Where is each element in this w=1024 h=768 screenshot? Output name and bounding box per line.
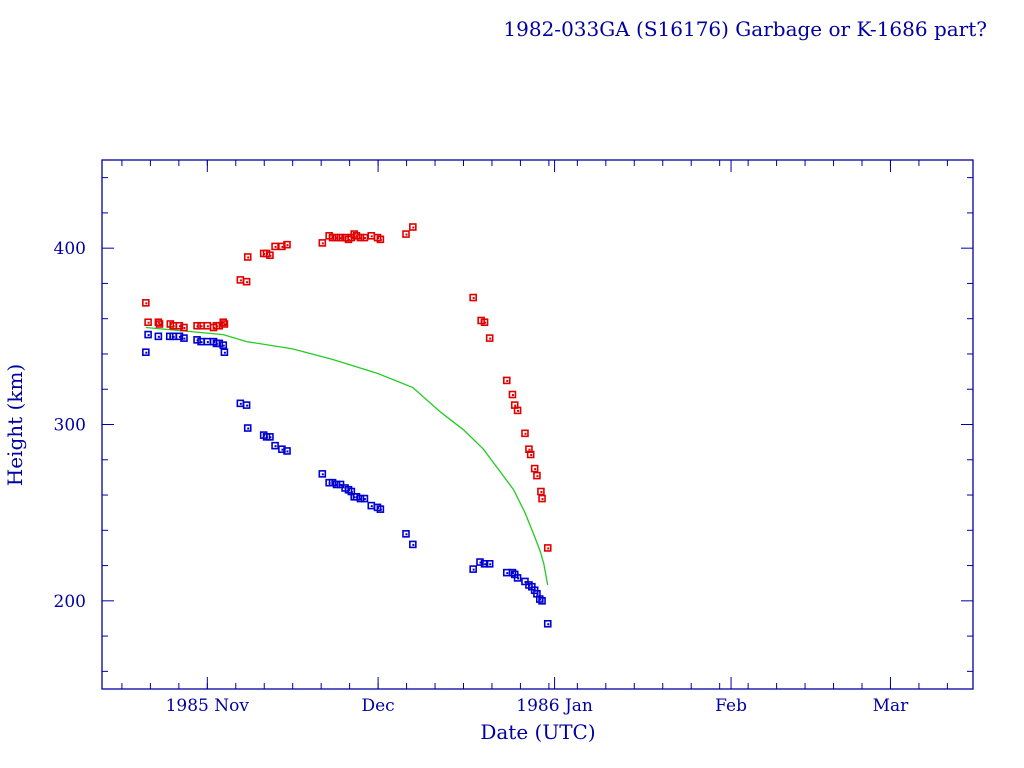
apogee-point xyxy=(402,230,410,238)
perigee-point xyxy=(154,332,163,341)
perigee-point xyxy=(197,337,205,346)
apogee-point xyxy=(513,406,522,415)
apogee-point xyxy=(236,276,245,284)
apogee-point xyxy=(243,253,252,261)
y-tick-label: 200 xyxy=(54,592,86,612)
perigee-point xyxy=(376,505,385,513)
apogee-point xyxy=(502,376,511,385)
y-axis-label: Height (km) xyxy=(3,364,27,486)
apogee-point xyxy=(533,471,541,480)
apogee-point xyxy=(242,277,251,286)
perigee-point xyxy=(220,348,229,357)
apogee-point xyxy=(283,240,291,249)
perigee-point xyxy=(476,558,484,566)
perigee-point xyxy=(367,501,376,510)
x-tick-label: Dec xyxy=(361,696,394,716)
apogee-points xyxy=(142,223,552,552)
y-tick-label: 400 xyxy=(54,239,86,259)
chart-title: 1982-033GA (S16176) Garbage or K-1686 pa… xyxy=(503,17,987,41)
apogee-point xyxy=(356,233,365,242)
apogee-point xyxy=(203,321,212,330)
perigee-point xyxy=(332,480,341,489)
perigee-point xyxy=(278,445,286,453)
apogee-point xyxy=(193,321,201,330)
perigee-point xyxy=(142,348,150,357)
apogee-point xyxy=(154,318,163,327)
perigee-point xyxy=(283,447,291,455)
perigee-point xyxy=(266,433,274,441)
perigee-point xyxy=(513,574,522,582)
apogee-point xyxy=(220,320,229,328)
perigee-point xyxy=(219,341,228,349)
apogee-point xyxy=(521,429,529,438)
apogee-point xyxy=(360,233,369,242)
apogee-point xyxy=(266,251,274,260)
perigee-point xyxy=(236,399,245,408)
x-tick-label: 1985 Nov xyxy=(166,696,250,716)
perigee-point xyxy=(480,560,489,568)
perigee-point xyxy=(242,401,251,409)
perigee-point xyxy=(409,540,417,549)
plot-frame xyxy=(101,159,974,690)
apogee-point xyxy=(175,321,184,330)
apogee-point xyxy=(367,232,376,240)
axis-ticks xyxy=(102,160,973,689)
apogee-point xyxy=(526,450,535,459)
x-tick-labels: 1985 Nov Dec 1986 Jan Feb Mar xyxy=(166,696,910,716)
perigee-point xyxy=(175,332,184,341)
apogee-point xyxy=(271,242,279,251)
perigee-point xyxy=(144,330,152,339)
perigee-point xyxy=(318,470,327,478)
perigee-point xyxy=(271,441,279,450)
x-tick-label: Feb xyxy=(715,696,747,716)
apogee-point xyxy=(543,544,552,552)
apogee-point xyxy=(219,318,228,327)
x-axis-label: Date (UTC) xyxy=(480,720,595,744)
perigee-point xyxy=(469,565,477,573)
apogee-point xyxy=(180,323,188,332)
apogee-point xyxy=(508,390,517,399)
perigee-point xyxy=(193,336,201,344)
x-tick-label: 1986 Jan xyxy=(516,696,593,716)
apogee-point xyxy=(144,318,152,327)
apogee-point xyxy=(480,318,489,327)
apogee-point xyxy=(485,334,494,342)
apogee-point xyxy=(197,321,205,330)
apogee-point xyxy=(469,293,477,302)
apogee-point xyxy=(332,233,341,242)
perigee-point xyxy=(538,597,546,605)
apogee-point xyxy=(376,235,385,244)
perigee-point xyxy=(203,337,212,346)
apogee-point xyxy=(538,494,546,503)
perigee-point xyxy=(243,424,252,432)
perigee-points xyxy=(142,330,552,628)
mean-height-line xyxy=(145,326,549,586)
perigee-point xyxy=(360,494,369,503)
apogee-point xyxy=(537,487,545,496)
perigee-point xyxy=(180,334,188,342)
mean-height-line-path xyxy=(145,326,549,586)
apogee-point xyxy=(318,239,327,247)
y-tick-label: 300 xyxy=(54,416,86,436)
apogee-point xyxy=(336,233,345,242)
perigee-point xyxy=(543,619,552,628)
apogee-point xyxy=(278,242,286,251)
perigee-point xyxy=(356,494,365,503)
apogee-point xyxy=(409,223,417,231)
perigee-point xyxy=(402,530,410,538)
x-tick-label: Mar xyxy=(873,696,910,716)
apogee-point xyxy=(530,464,539,473)
y-tick-labels: 200 300 400 xyxy=(54,239,86,612)
apogee-point xyxy=(155,320,164,328)
apogee-point xyxy=(142,299,150,307)
perigee-point xyxy=(485,560,494,568)
